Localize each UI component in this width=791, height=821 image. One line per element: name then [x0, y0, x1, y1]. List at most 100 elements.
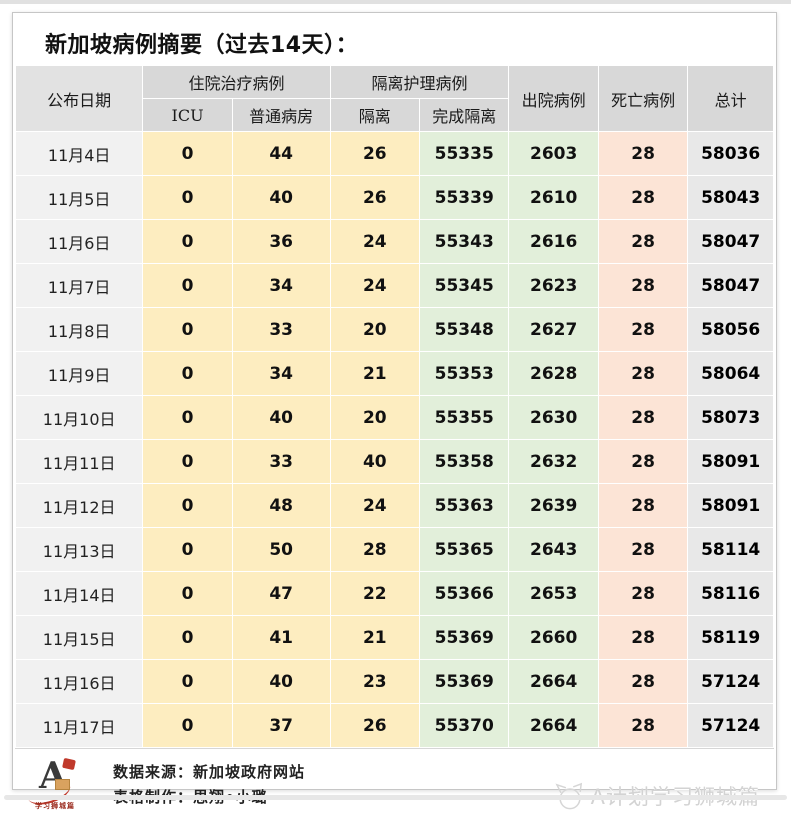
- cell-discharged: 2603: [508, 131, 599, 176]
- cell-isolation-completed: 55348: [418, 307, 510, 352]
- cell-isolation-completed: 55353: [418, 351, 510, 396]
- cell-discharged: 2664: [508, 703, 599, 748]
- cell-discharged: 2616: [508, 219, 599, 264]
- table-row: 11月10日 0 40 20 55355 2630 28 58073: [14, 395, 774, 440]
- cell-isolation-completed: 55339: [418, 175, 510, 220]
- cell-date: 11月15日: [14, 615, 144, 660]
- cell-general-ward: 33: [231, 439, 331, 484]
- table-row: 11月14日 0 47 22 55366 2653 28 58116: [14, 571, 774, 616]
- header-date: 公布日期: [14, 65, 144, 132]
- cell-isolation: 21: [329, 615, 421, 660]
- cell-isolation-completed: 55370: [418, 703, 510, 748]
- cell-discharged: 2630: [508, 395, 599, 440]
- cell-general-ward: 33: [231, 307, 331, 352]
- cell-total: 57124: [687, 703, 774, 748]
- cell-date: 11月8日: [14, 307, 144, 352]
- cell-icu: 0: [142, 483, 233, 528]
- cell-icu: 0: [142, 703, 233, 748]
- cell-total: 58056: [687, 307, 774, 352]
- cell-date: 11月12日: [14, 483, 144, 528]
- table-row: 11月9日 0 34 21 55353 2628 28 58064: [14, 351, 774, 396]
- cell-isolation: 24: [329, 219, 421, 264]
- header-deaths: 死亡病例: [597, 65, 689, 132]
- cell-isolation: 20: [329, 307, 421, 352]
- cell-deaths: 28: [597, 175, 689, 220]
- cell-deaths: 28: [597, 439, 689, 484]
- header-general-ward: 普通病房: [231, 98, 331, 132]
- cell-icu: 0: [142, 571, 233, 616]
- cell-isolation-completed: 55365: [418, 527, 510, 572]
- cell-total: 58114: [687, 527, 774, 572]
- header-discharged: 出院病例: [508, 65, 599, 132]
- cell-total: 58064: [687, 351, 774, 396]
- cell-isolation: 26: [329, 175, 421, 220]
- cell-total: 57124: [687, 659, 774, 704]
- brand-logo: A 学习狮城篇: [24, 755, 91, 813]
- cell-deaths: 28: [597, 307, 689, 352]
- cell-general-ward: 41: [231, 615, 331, 660]
- cell-deaths: 28: [597, 131, 689, 176]
- credits-block: 数据来源：新加坡政府网站 表格制作：思翔•小璐: [113, 760, 305, 810]
- cell-date: 11月16日: [14, 659, 144, 704]
- cell-general-ward: 34: [231, 351, 331, 396]
- cell-deaths: 28: [597, 483, 689, 528]
- table-row: 11月17日 0 37 26 55370 2664 28 57124: [14, 703, 774, 748]
- cell-total: 58043: [687, 175, 774, 220]
- data-source-line: 数据来源：新加坡政府网站: [113, 763, 306, 782]
- header-total: 总计: [687, 65, 774, 132]
- cell-general-ward: 40: [231, 395, 331, 440]
- cell-isolation-completed: 55345: [418, 263, 510, 308]
- logo-caption: 学习狮城篇: [35, 802, 75, 810]
- cell-date: 11月4日: [14, 131, 144, 176]
- cell-isolation-completed: 55369: [418, 615, 510, 660]
- cell-deaths: 28: [597, 219, 689, 264]
- cell-total: 58047: [687, 263, 774, 308]
- table-row: 11月6日 0 36 24 55343 2616 28 58047: [14, 219, 774, 264]
- cell-discharged: 2653: [508, 571, 599, 616]
- cell-isolation-completed: 55363: [418, 483, 510, 528]
- cell-deaths: 28: [597, 659, 689, 704]
- table-row: 11月16日 0 40 23 55369 2664 28 57124: [14, 659, 774, 704]
- cell-deaths: 28: [597, 351, 689, 396]
- table-row: 11月5日 0 40 26 55339 2610 28 58043: [14, 175, 774, 220]
- cell-icu: 0: [142, 219, 233, 264]
- cell-general-ward: 40: [231, 659, 331, 704]
- cell-isolation-completed: 55355: [418, 395, 510, 440]
- table-row: 11月15日 0 41 21 55369 2660 28 58119: [14, 615, 774, 660]
- cell-deaths: 28: [597, 263, 689, 308]
- cell-date: 11月6日: [14, 219, 144, 264]
- cell-general-ward: 36: [231, 219, 331, 264]
- cell-isolation: 40: [329, 439, 421, 484]
- cell-icu: 0: [142, 615, 233, 660]
- cell-icu: 0: [142, 439, 233, 484]
- cell-date: 11月5日: [14, 175, 144, 220]
- cell-total: 58047: [687, 219, 774, 264]
- cell-total: 58119: [687, 615, 774, 660]
- cell-general-ward: 44: [231, 131, 331, 176]
- cell-total: 58036: [687, 131, 774, 176]
- cell-deaths: 28: [597, 395, 689, 440]
- cell-discharged: 2610: [508, 175, 599, 220]
- cell-icu: 0: [142, 263, 233, 308]
- cell-general-ward: 48: [231, 483, 331, 528]
- card-footer: A 学习狮城篇 数据来源：新加坡政府网站 表格制作：思翔•小璐 A计划学习狮城篇: [15, 748, 774, 821]
- cell-icu: 0: [142, 395, 233, 440]
- cases-summary-table: 公布日期 住院治疗病例 隔离护理病例 出院病例 死亡病例 总计 ICU 普通病房…: [14, 65, 774, 748]
- cell-isolation: 22: [329, 571, 421, 616]
- cell-isolation: 24: [329, 483, 421, 528]
- logo-box-icon: [55, 779, 70, 790]
- cell-discharged: 2628: [508, 351, 599, 396]
- cell-isolation: 23: [329, 659, 421, 704]
- cell-deaths: 28: [597, 571, 689, 616]
- cell-date: 11月14日: [14, 571, 144, 616]
- cell-total: 58073: [687, 395, 774, 440]
- cell-icu: 0: [142, 307, 233, 352]
- cell-date: 11月17日: [14, 703, 144, 748]
- logo-seal-icon: [62, 757, 76, 771]
- summary-card: 新加坡病例摘要（过去14天）： 公布日期 住院治疗病例 隔离护理病例 出院病例 …: [12, 12, 777, 810]
- header-isolation: 隔离: [329, 98, 421, 132]
- cell-general-ward: 34: [231, 263, 331, 308]
- cell-total: 58116: [687, 571, 774, 616]
- header-icu: ICU: [142, 98, 233, 132]
- page-top-divider: [0, 0, 791, 4]
